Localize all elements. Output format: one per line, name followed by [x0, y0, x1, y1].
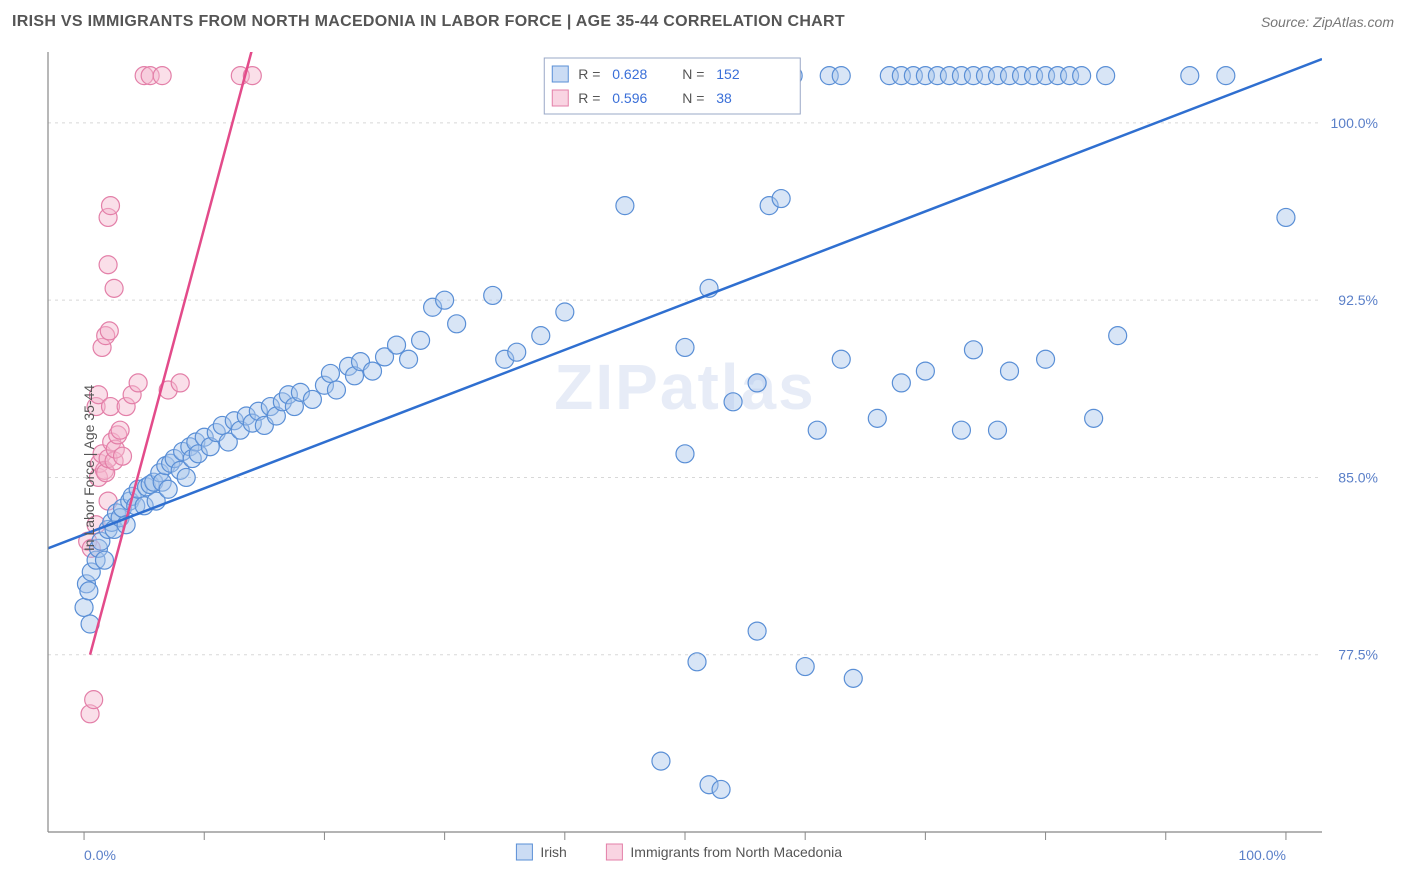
- point-series-b: [114, 447, 132, 465]
- legend-series-label: Irish: [540, 844, 566, 860]
- point-series-a: [95, 551, 113, 569]
- point-series-a: [532, 327, 550, 345]
- point-series-b: [171, 374, 189, 392]
- point-series-a: [952, 421, 970, 439]
- point-series-a: [868, 409, 886, 427]
- point-series-a: [412, 331, 430, 349]
- point-series-a: [1277, 208, 1295, 226]
- point-series-a: [80, 582, 98, 600]
- point-series-a: [1001, 362, 1019, 380]
- legend-n-value: 152: [716, 66, 740, 82]
- point-series-a: [652, 752, 670, 770]
- point-series-a: [832, 67, 850, 85]
- legend-swatch: [552, 66, 568, 82]
- point-series-a: [712, 780, 730, 798]
- point-series-b: [99, 256, 117, 274]
- point-series-a: [400, 350, 418, 368]
- point-series-a: [1085, 409, 1103, 427]
- point-series-b: [129, 374, 147, 392]
- trendline-series-b: [90, 44, 270, 655]
- point-series-a: [1073, 67, 1091, 85]
- point-series-a: [75, 598, 93, 616]
- legend-n-value: 38: [716, 90, 732, 106]
- point-series-b: [105, 279, 123, 297]
- point-series-a: [159, 480, 177, 498]
- legend-swatch: [516, 844, 532, 860]
- x-tick-label: 100.0%: [1238, 847, 1285, 863]
- point-series-a: [988, 421, 1006, 439]
- point-series-a: [1037, 350, 1055, 368]
- trendline-series-a: [48, 59, 1322, 548]
- y-tick-label: 85.0%: [1338, 469, 1378, 485]
- point-series-a: [844, 669, 862, 687]
- point-series-b: [100, 322, 118, 340]
- point-series-a: [1217, 67, 1235, 85]
- point-series-a: [177, 468, 195, 486]
- legend-swatch: [552, 90, 568, 106]
- x-tick-label: 0.0%: [84, 847, 116, 863]
- point-series-a: [448, 315, 466, 333]
- point-series-a: [388, 336, 406, 354]
- point-series-a: [616, 197, 634, 215]
- point-series-a: [892, 374, 910, 392]
- point-series-a: [676, 338, 694, 356]
- y-tick-label: 77.5%: [1338, 647, 1378, 663]
- y-tick-label: 92.5%: [1338, 292, 1378, 308]
- point-series-a: [484, 286, 502, 304]
- point-series-a: [556, 303, 574, 321]
- point-series-a: [748, 374, 766, 392]
- point-series-a: [796, 658, 814, 676]
- point-series-a: [724, 393, 742, 411]
- chart-title: IRISH VS IMMIGRANTS FROM NORTH MACEDONIA…: [12, 13, 845, 31]
- point-series-a: [748, 622, 766, 640]
- watermark-text: ZIPatlas: [554, 351, 815, 423]
- chart-source: Source: ZipAtlas.com: [1261, 14, 1394, 30]
- chart-area: In Labor Force | Age 35-44 ZIPatlas 0.0% 1…: [0, 44, 1406, 892]
- legend-n-label: N =: [682, 90, 704, 106]
- point-series-a: [772, 190, 790, 208]
- legend-n-label: N =: [682, 66, 704, 82]
- point-series-a: [832, 350, 850, 368]
- legend-r-value: 0.628: [612, 66, 647, 82]
- legend-r-value: 0.596: [612, 90, 647, 106]
- point-series-a: [508, 343, 526, 361]
- point-series-a: [688, 653, 706, 671]
- point-series-b: [153, 67, 171, 85]
- point-series-a: [1097, 67, 1115, 85]
- y-tick-label: 100.0%: [1331, 115, 1378, 131]
- point-series-a: [327, 381, 345, 399]
- point-series-a: [303, 390, 321, 408]
- point-series-a: [808, 421, 826, 439]
- scatter-chart: ZIPatlas 0.0% 100.0% 77.5% 85.0% 92.5% 100.0% R…: [0, 44, 1406, 892]
- legend-r-label: R =: [578, 66, 600, 82]
- chart-header: IRISH VS IMMIGRANTS FROM NORTH MACEDONIA…: [0, 0, 1406, 44]
- point-series-a: [1109, 327, 1127, 345]
- legend-r-label: R =: [578, 90, 600, 106]
- legend-swatch: [606, 844, 622, 860]
- point-series-a: [916, 362, 934, 380]
- point-series-a: [321, 364, 339, 382]
- y-axis-label: In Labor Force | Age 35-44: [81, 385, 97, 551]
- point-series-a: [1181, 67, 1199, 85]
- point-series-b: [85, 691, 103, 709]
- point-series-a: [364, 362, 382, 380]
- point-series-b: [101, 197, 119, 215]
- point-series-a: [436, 291, 454, 309]
- point-series-a: [676, 445, 694, 463]
- point-series-a: [964, 341, 982, 359]
- legend-series-label: Immigrants from North Macedonia: [630, 844, 842, 860]
- point-series-b: [111, 421, 129, 439]
